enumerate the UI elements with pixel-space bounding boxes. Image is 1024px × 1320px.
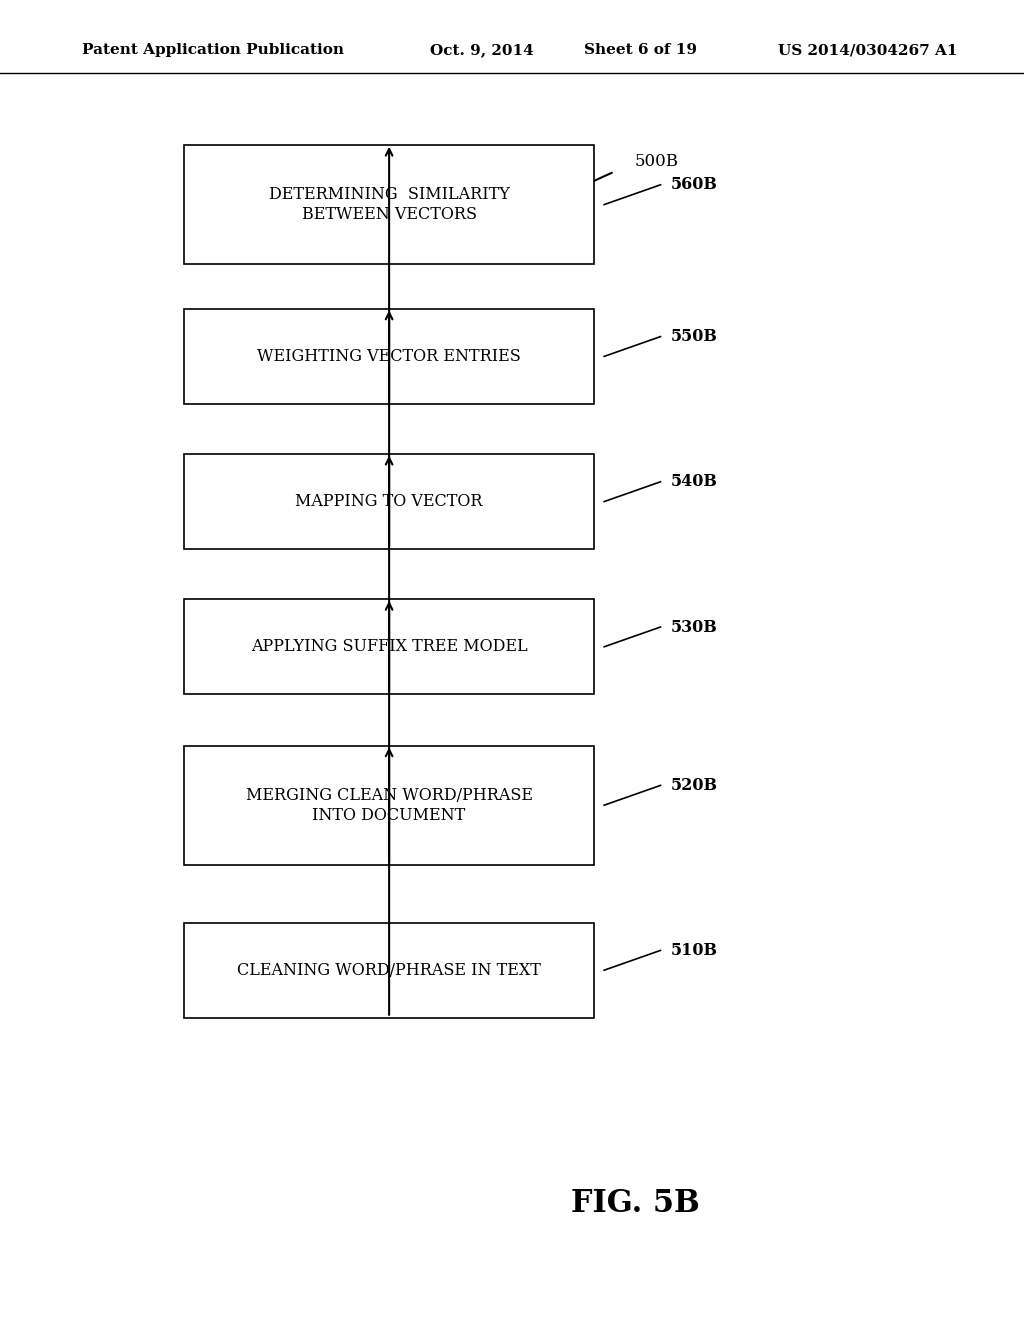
Text: MERGING CLEAN WORD/PHRASE
INTO DOCUMENT: MERGING CLEAN WORD/PHRASE INTO DOCUMENT	[246, 787, 532, 824]
Text: APPLYING SUFFIX TREE MODEL: APPLYING SUFFIX TREE MODEL	[251, 639, 527, 655]
FancyBboxPatch shape	[184, 145, 594, 264]
Text: US 2014/0304267 A1: US 2014/0304267 A1	[778, 44, 957, 57]
FancyBboxPatch shape	[184, 746, 594, 865]
Text: MAPPING TO VECTOR: MAPPING TO VECTOR	[295, 494, 483, 510]
FancyBboxPatch shape	[184, 309, 594, 404]
FancyBboxPatch shape	[184, 923, 594, 1018]
Text: 500B: 500B	[635, 153, 679, 169]
Text: Sheet 6 of 19: Sheet 6 of 19	[584, 44, 696, 57]
Text: 520B: 520B	[671, 777, 718, 793]
Text: Patent Application Publication: Patent Application Publication	[82, 44, 344, 57]
Text: FIG. 5B: FIG. 5B	[570, 1188, 699, 1220]
Text: 510B: 510B	[671, 942, 718, 958]
Text: WEIGHTING VECTOR ENTRIES: WEIGHTING VECTOR ENTRIES	[257, 348, 521, 364]
Text: 540B: 540B	[671, 474, 718, 490]
FancyBboxPatch shape	[184, 454, 594, 549]
Text: 550B: 550B	[671, 329, 718, 345]
Text: 530B: 530B	[671, 619, 718, 635]
FancyBboxPatch shape	[184, 599, 594, 694]
Text: DETERMINING  SIMILARITY
BETWEEN VECTORS: DETERMINING SIMILARITY BETWEEN VECTORS	[268, 186, 510, 223]
Text: Oct. 9, 2014: Oct. 9, 2014	[430, 44, 534, 57]
Text: CLEANING WORD/PHRASE IN TEXT: CLEANING WORD/PHRASE IN TEXT	[238, 962, 541, 978]
Text: 560B: 560B	[671, 177, 718, 193]
